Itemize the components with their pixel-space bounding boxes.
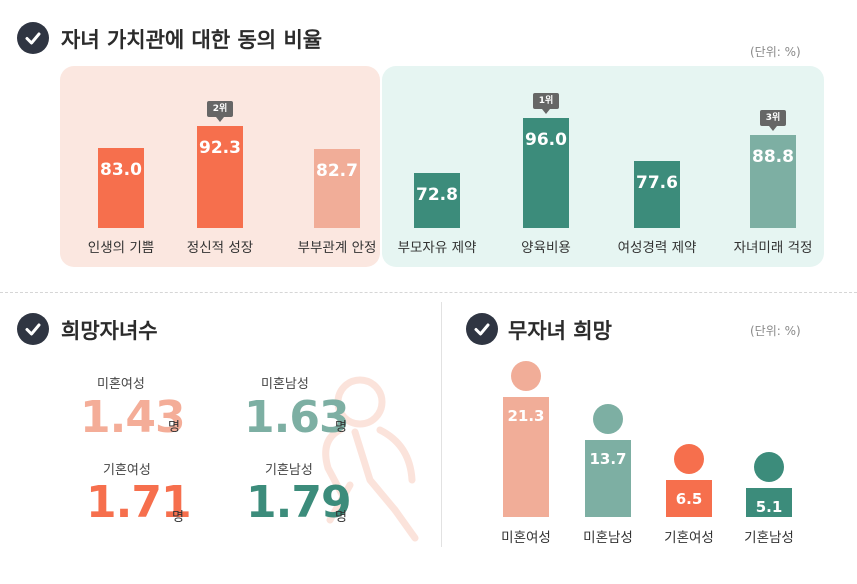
bar-value-label: 72.8	[416, 184, 458, 205]
bar-value-label: 6.5	[675, 490, 703, 509]
unmarried-male-label: 미혼남성	[261, 377, 309, 392]
column-divider	[441, 302, 442, 547]
hope-children-title: 희망자녀수	[61, 319, 158, 343]
bar: 88.8	[750, 134, 796, 228]
bar: 83.0	[98, 148, 144, 228]
values-unit-label: (단위: %)	[750, 45, 801, 59]
bar-value-label: 92.3	[199, 138, 241, 159]
rank-badge: 3위	[760, 109, 786, 131]
bar-value-label: 96.0	[525, 129, 567, 150]
married-female-value: 1.71	[86, 477, 192, 528]
person-head-icon	[674, 444, 704, 475]
married-male-label: 기혼남성	[265, 463, 313, 478]
married-female-unit: 명	[172, 510, 184, 525]
childless-unit-label: (단위: %)	[750, 324, 801, 338]
married-female-label: 기혼여성	[103, 463, 151, 478]
category-label: 기혼남성	[744, 530, 794, 546]
baby-illustration-icon	[322, 376, 419, 542]
category-label: 자녀미래 걱정	[733, 240, 813, 256]
childless-title: 무자녀 희망	[508, 319, 612, 343]
bar-value-label: 77.6	[636, 173, 678, 194]
person-head-icon	[754, 452, 784, 483]
married-male-value: 1.79	[246, 477, 352, 528]
person-head-icon	[511, 361, 541, 391]
bar-value-label: 5.1	[755, 498, 783, 517]
category-label: 기혼여성	[664, 530, 714, 546]
check-icon	[17, 22, 49, 54]
values-section-title: 자녀 가치관에 대한 동의 비율	[61, 28, 323, 52]
person-head-icon	[593, 403, 623, 434]
bar-value-label: 82.7	[316, 161, 358, 182]
bar: 6.5	[666, 480, 712, 517]
bar: 13.7	[585, 439, 631, 517]
bar: 77.6	[634, 161, 680, 228]
bar: 82.7	[314, 149, 360, 228]
category-label: 미혼여성	[501, 530, 551, 546]
section-divider	[0, 292, 857, 293]
unmarried-female-unit: 명	[168, 420, 180, 435]
category-label: 양육비용	[521, 240, 571, 256]
bar: 72.8	[414, 172, 460, 228]
bar-value-label: 83.0	[100, 160, 142, 181]
bar: 21.3	[503, 397, 549, 517]
unmarried-male-value: 1.63	[244, 392, 350, 443]
bar: 92.3	[197, 126, 243, 228]
category-label: 부부관계 안정	[297, 240, 377, 256]
category-label: 여성경력 제약	[617, 240, 697, 256]
bar-value-label: 21.3	[507, 407, 545, 425]
unmarried-female-label: 미혼여성	[97, 377, 145, 392]
bar-value-label: 13.7	[589, 449, 627, 468]
rank-badge: 2위	[207, 101, 233, 123]
bar: 96.0	[523, 117, 569, 228]
check-icon	[466, 313, 498, 345]
bar: 5.1	[746, 488, 792, 517]
check-icon	[17, 313, 49, 345]
unmarried-female-value: 1.43	[80, 392, 186, 443]
rank-badge: 1위	[533, 92, 559, 114]
category-label: 정신적 성장	[186, 240, 254, 256]
unmarried-male-unit: 명	[335, 420, 347, 435]
category-label: 인생의 기쁨	[87, 240, 155, 256]
married-male-unit: 명	[335, 510, 347, 525]
bar-value-label: 88.8	[752, 146, 794, 167]
category-label: 미혼남성	[583, 530, 633, 546]
category-label: 부모자유 제약	[397, 240, 477, 256]
